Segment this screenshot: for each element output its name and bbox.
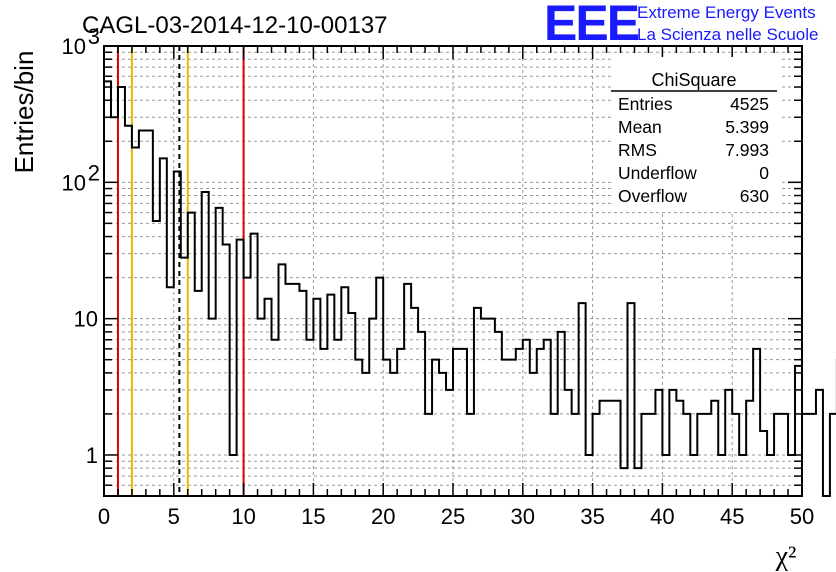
logo-line-2: La Scienza nelle Scuole [637, 25, 818, 44]
stats-value-underflow: 0 [759, 163, 769, 183]
histogram-outline [104, 80, 836, 497]
x-tick-label: 20 [371, 504, 395, 529]
x-tick-label: 0 [98, 504, 110, 529]
logo-line-1: Extreme Energy Events [637, 3, 816, 22]
y-tick-label: 1 [86, 443, 98, 468]
y-tick-label: 10 [74, 307, 98, 332]
y-tick-exponent: 3 [88, 24, 100, 49]
marker-lines [116, 46, 245, 496]
stats-box: ChiSquare Entries 4525 Mean 5.399 RMS 7.… [611, 57, 779, 212]
y-tick-exponent: 2 [88, 160, 100, 185]
stats-label-mean: Mean [618, 117, 662, 137]
stats-value-rms: 7.993 [725, 140, 769, 160]
x-tick-label: 50 [790, 504, 814, 529]
x-tick-label: 10 [231, 504, 255, 529]
stats-title: ChiSquare [651, 70, 736, 90]
x-axis-label: χ² [775, 541, 797, 572]
chart-title: CAGL-03-2014-12-10-00137 [82, 12, 388, 39]
axis-ticks [103, 46, 803, 497]
x-tick-label: 45 [720, 504, 744, 529]
stats-label-underflow: Underflow [618, 163, 697, 183]
stats-value-mean: 5.399 [725, 117, 769, 137]
stats-value-overflow: 630 [740, 186, 769, 206]
x-tick-label: 40 [650, 504, 674, 529]
y-axis-label: Entries/bin [9, 51, 39, 174]
x-tick-label: 30 [511, 504, 535, 529]
x-tick-label: 25 [441, 504, 465, 529]
stats-label-rms: RMS [618, 140, 657, 160]
x-tick-label: 5 [168, 504, 180, 529]
x-tick-label: 35 [580, 504, 604, 529]
logo-mark: EEE [544, 0, 639, 51]
stats-value-entries: 4525 [730, 94, 769, 114]
x-tick-label: 15 [301, 504, 325, 529]
y-tick-label: 10 [62, 34, 86, 59]
stats-label-overflow: Overflow [618, 186, 687, 206]
x-tick-labels: 0 5 10 15 20 25 30 35 40 45 50 [98, 504, 814, 529]
stats-label-entries: Entries [618, 94, 673, 114]
y-tick-label: 10 [62, 170, 86, 195]
eee-logo: EEE Extreme Energy Events La Scienza nel… [544, 0, 818, 51]
